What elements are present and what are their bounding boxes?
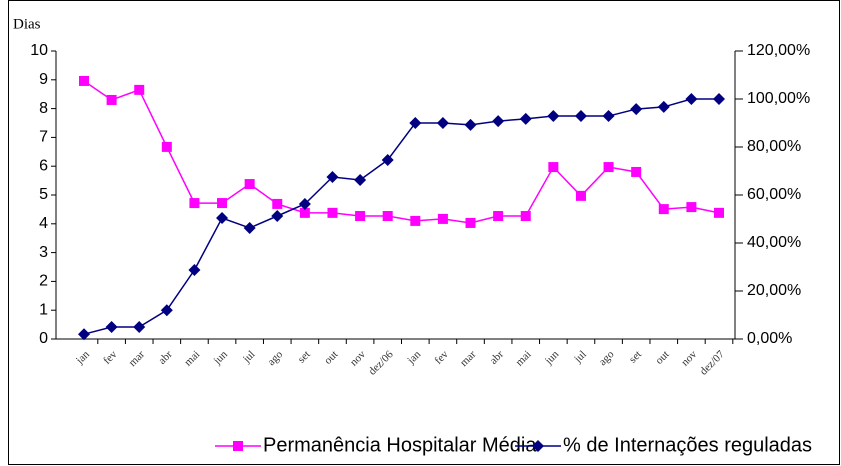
x-tick-label: out (653, 348, 671, 366)
chart-border (8, 0, 840, 465)
point (437, 213, 448, 224)
x-tick-label: jun (542, 348, 561, 367)
x-tick-label: abr (156, 348, 175, 367)
x-tick-label: fev (101, 348, 120, 367)
point (217, 198, 228, 209)
point (272, 198, 283, 209)
y-tick-label: 3 (39, 244, 48, 261)
point (354, 174, 367, 186)
point (79, 75, 89, 86)
y-tick-label: 2 (39, 273, 48, 290)
x-tick-label: nov (348, 348, 369, 369)
x-tick-label: ago (597, 348, 617, 368)
y-tick-label: 0 (39, 330, 48, 347)
x-tick-label: dez/06 (366, 348, 396, 378)
series-line (83, 98, 719, 335)
x-tick-label: jun (211, 348, 230, 367)
x-tick-label: jul (571, 348, 588, 365)
legend-marker (233, 441, 243, 451)
y-tick-label: 8 (39, 100, 48, 117)
x-tick-label: jul (240, 348, 257, 365)
y2-tick-label: 120,00% (747, 42, 810, 59)
point (134, 84, 145, 95)
x-tick-label: out (322, 348, 340, 366)
point (271, 210, 284, 222)
y2-tick-label: 100,00% (747, 90, 810, 107)
point (327, 207, 338, 218)
y2-tick-label: 20,00% (747, 282, 801, 299)
point (133, 321, 146, 333)
point (603, 162, 614, 173)
point (244, 179, 255, 190)
point (326, 171, 339, 183)
y-tick-label: 1 (39, 301, 48, 318)
point (657, 100, 670, 113)
point (574, 110, 587, 123)
point (105, 321, 118, 333)
point (602, 110, 615, 123)
point (713, 93, 725, 105)
point (685, 93, 698, 105)
point (189, 198, 200, 209)
point (299, 207, 310, 218)
legend-label: Permanência Hospitalar Média (263, 434, 537, 456)
y-tick-label: 9 (39, 71, 48, 88)
y2-tick-label: 60,00% (747, 186, 801, 203)
point (78, 328, 90, 341)
y-tick-label: 6 (39, 157, 48, 174)
point (465, 217, 476, 228)
point (686, 202, 697, 213)
point (519, 112, 532, 125)
x-tick-label: jan (405, 348, 424, 367)
x-tick-label: set (627, 348, 644, 365)
y-tick-label: 7 (39, 129, 48, 146)
point (409, 117, 422, 129)
y-tick-label: 4 (39, 215, 48, 232)
y2-tick-label: 40,00% (747, 234, 801, 251)
x-tick-label: fev (432, 348, 451, 367)
y-tick-label: 10 (30, 42, 48, 59)
point (493, 211, 504, 222)
x-tick-label: mar (458, 348, 479, 369)
point (492, 115, 505, 128)
x-tick-label: dez/07 (698, 348, 728, 378)
point (631, 166, 642, 177)
point (298, 198, 311, 210)
y2-tick-label: 80,00% (747, 138, 801, 155)
x-tick-label: mai (513, 348, 533, 368)
point (355, 211, 366, 222)
point (520, 211, 531, 222)
point (630, 103, 643, 116)
point (714, 207, 724, 218)
point (547, 110, 560, 123)
y-tick-label: 5 (39, 186, 48, 203)
x-tick-label: jan (73, 348, 92, 367)
legend-label: % de Internações reguladas (563, 434, 812, 456)
x-tick-label: mai (182, 348, 202, 368)
x-tick-label: ago (265, 348, 285, 368)
point (464, 118, 477, 131)
y-axis-label: Dias (13, 16, 41, 32)
point (436, 117, 449, 129)
point (548, 162, 559, 173)
x-tick-label: set (296, 348, 313, 365)
point (106, 94, 117, 105)
point (161, 141, 172, 152)
x-tick-label: mar (127, 348, 148, 369)
point (216, 212, 229, 225)
x-tick-label: abr (488, 348, 507, 367)
point (382, 211, 393, 222)
point (658, 204, 669, 215)
x-tick-label: nov (679, 348, 700, 369)
legend-marker (532, 440, 544, 452)
point (575, 190, 586, 201)
point (381, 153, 394, 166)
y2-tick-label: 0,00% (747, 330, 792, 347)
point (243, 222, 256, 234)
point (410, 215, 421, 226)
series-line (83, 80, 720, 224)
point (160, 304, 173, 317)
point (188, 264, 201, 276)
